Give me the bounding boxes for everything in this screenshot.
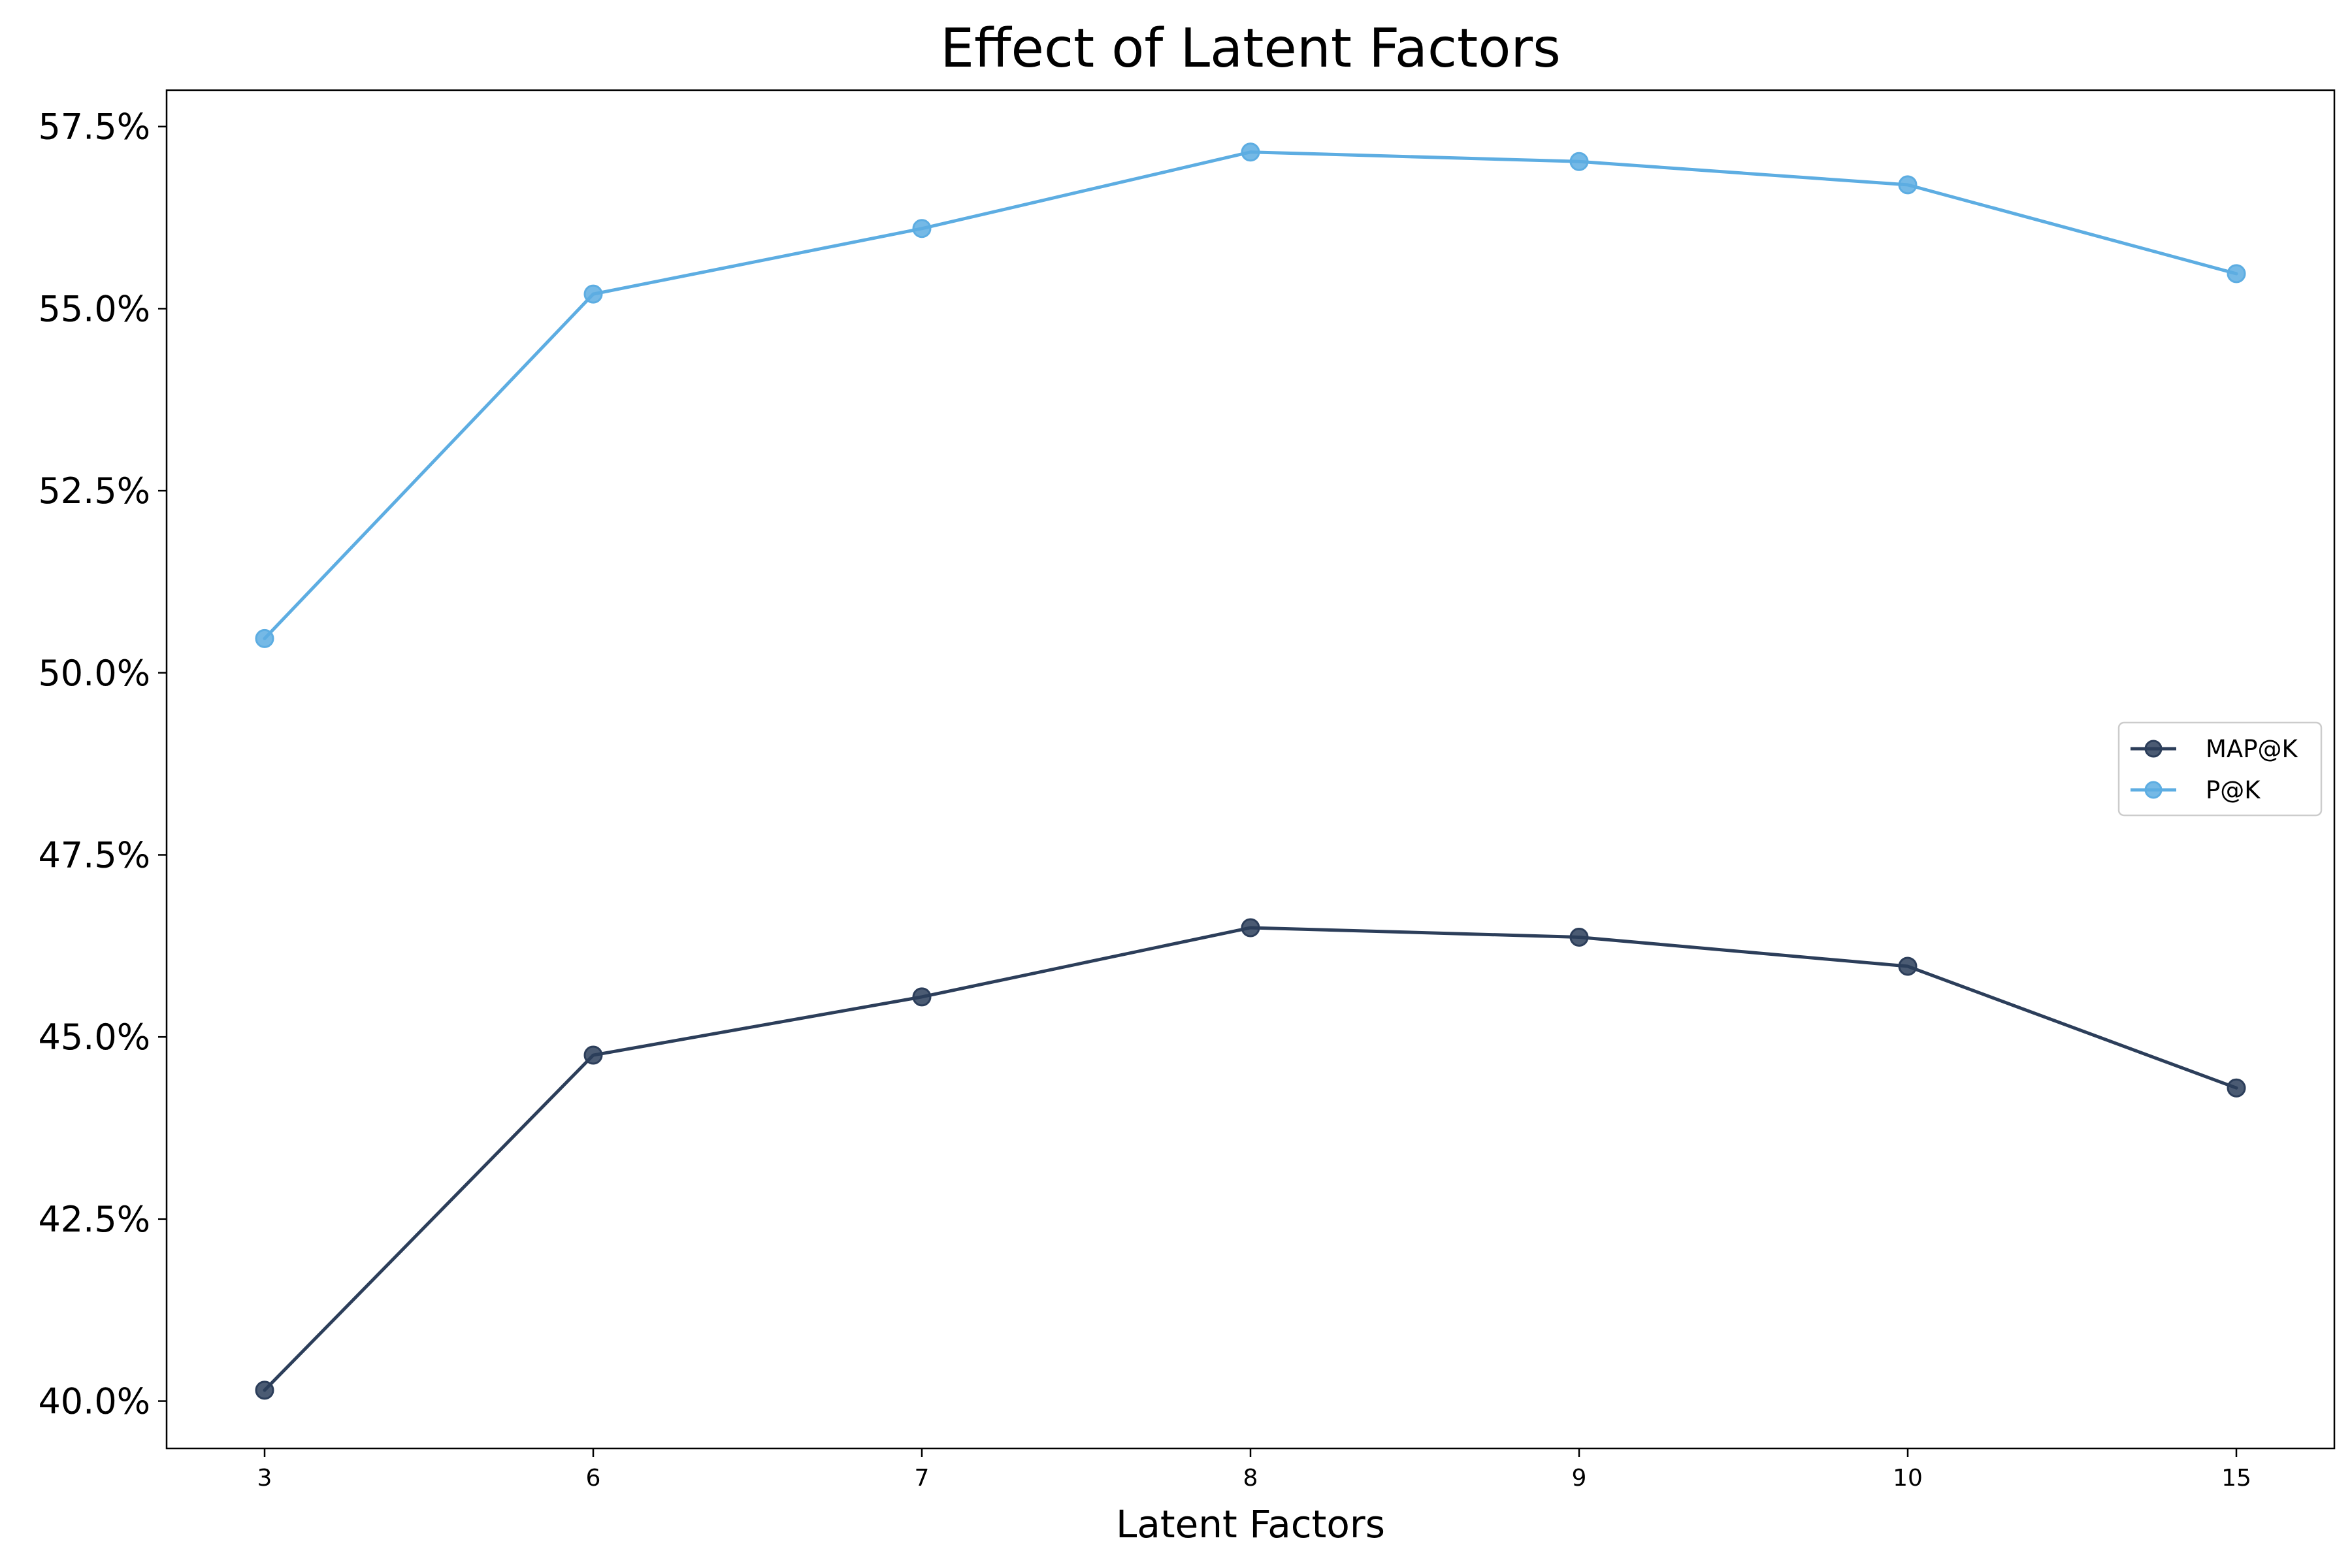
plot-area-frame (165, 89, 2336, 1450)
x-tick-label: 9 (1572, 1465, 1587, 1492)
data-point (583, 1045, 603, 1065)
x-tick-label: 15 (2221, 1465, 2251, 1492)
data-point (1898, 956, 1918, 976)
series-line (263, 150, 2238, 640)
x-tick-label: 8 (1243, 1465, 1258, 1492)
data-point (255, 629, 274, 648)
chart-title: Effect of Latent Factors (940, 18, 1561, 80)
y-tick-label: 57.5% (38, 106, 150, 148)
data-point (2227, 264, 2246, 284)
data-point (1241, 142, 1260, 162)
legend-marker (2144, 781, 2163, 799)
y-tick-label: 42.5% (38, 1199, 150, 1240)
x-tick-label: 3 (257, 1465, 272, 1492)
series-line (263, 926, 2238, 1392)
y-tick-label: 55.0% (38, 288, 150, 329)
series-1 (255, 142, 2246, 648)
data-point (2227, 1078, 2246, 1098)
legend-label: MAP@K (2206, 735, 2299, 763)
data-point (1569, 927, 1589, 947)
data-point (1569, 152, 1589, 171)
y-tick-label: 52.5% (38, 470, 150, 512)
x-axis-label: Latent Factors (1116, 1502, 1385, 1546)
legend-label: P@K (2206, 776, 2261, 804)
y-tick-label: 45.0% (38, 1017, 150, 1058)
data-point (1241, 918, 1260, 938)
x-tick-label: 10 (1893, 1465, 1923, 1492)
legend-box (2117, 721, 2323, 817)
data-point (255, 1380, 274, 1400)
y-tick-label: 47.5% (38, 834, 150, 875)
data-point (1898, 175, 1918, 195)
legend-item: P@K (2131, 776, 2261, 804)
data-point (912, 219, 932, 238)
x-tick-label: 7 (915, 1465, 930, 1492)
data-point (912, 987, 932, 1007)
y-tick-label: 40.0% (38, 1381, 150, 1422)
x-tick-label: 6 (586, 1465, 601, 1492)
data-point (583, 284, 603, 304)
legend-item: MAP@K (2131, 735, 2299, 763)
legend-marker (2144, 740, 2163, 758)
y-tick-label: 50.0% (38, 653, 150, 694)
series-0 (255, 918, 2246, 1400)
